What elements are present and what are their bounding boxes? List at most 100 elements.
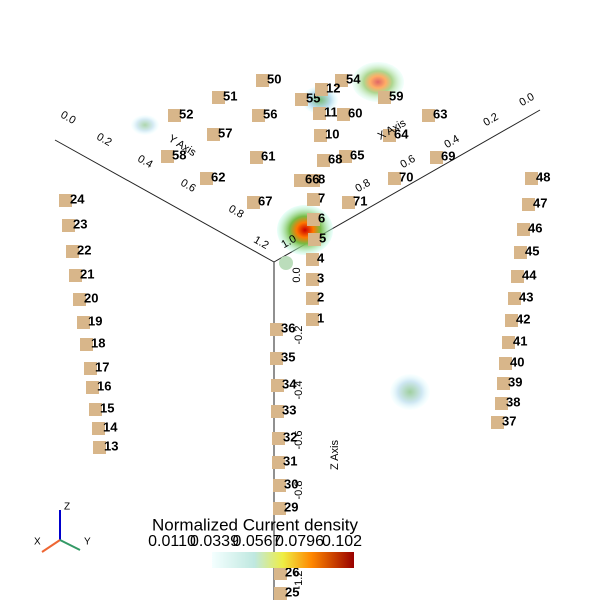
electrode-label: 60	[348, 105, 362, 120]
electrode-label: 39	[508, 374, 522, 389]
electrode	[274, 567, 287, 580]
electrode	[497, 377, 510, 390]
electrode	[69, 269, 82, 282]
tick-label: 0.8	[353, 177, 372, 195]
electrode	[271, 405, 284, 418]
colorbar	[212, 552, 354, 568]
electrode-label: 50	[267, 71, 281, 86]
electrode-label: 35	[281, 349, 295, 364]
electrode	[294, 174, 307, 187]
electrode	[84, 362, 97, 375]
density-blob	[390, 374, 430, 410]
electrode	[271, 379, 284, 392]
electrode	[168, 109, 181, 122]
electrode-label: 3	[317, 270, 324, 285]
tick-label: -0.6	[293, 431, 305, 450]
electrode	[499, 357, 512, 370]
colorbar-tick: 0.0796	[275, 533, 324, 550]
electrode	[200, 172, 213, 185]
electrode-label: 24	[70, 191, 85, 206]
electrode	[256, 74, 269, 87]
electrode	[274, 587, 287, 600]
electrode	[525, 172, 538, 185]
electrode-label: 62	[211, 169, 225, 184]
electrode-label: 63	[433, 106, 447, 121]
density-blob	[279, 256, 293, 270]
electrode	[388, 172, 401, 185]
electrode-label: 52	[179, 106, 193, 121]
tick-label: 0.2	[481, 111, 500, 129]
electrode-label: 59	[389, 88, 403, 103]
electrode-label: 54	[346, 71, 361, 86]
orient-label: X	[34, 537, 41, 548]
electrode	[317, 154, 330, 167]
axis-title: Z Axis	[329, 440, 341, 470]
electrode-label: 48	[536, 169, 550, 184]
electrode	[89, 403, 102, 416]
electrode	[491, 416, 504, 429]
tick-label: 1.2	[251, 234, 270, 252]
electrode-label: 61	[261, 148, 275, 163]
electrode-label: 65	[350, 147, 364, 162]
electrode-label: 1	[317, 310, 324, 325]
electrode-label: 33	[282, 402, 296, 417]
colorbar-tick: 0.0567	[233, 533, 282, 550]
electrode-label: 29	[284, 499, 298, 514]
electrode	[306, 273, 319, 286]
electrode	[306, 253, 319, 266]
density-blob	[302, 86, 338, 114]
electrode-label: 42	[516, 311, 530, 326]
electrode-label: 38	[506, 394, 520, 409]
electrode-label: 69	[441, 148, 455, 163]
orient-label: Z	[64, 502, 70, 513]
electrode	[86, 381, 99, 394]
electrode	[161, 150, 174, 163]
electrode	[92, 422, 105, 435]
colorbar-tick: 0.102	[322, 533, 362, 550]
tick-label: 0.0	[517, 91, 536, 109]
electrode-label: 57	[218, 125, 232, 140]
electrode-label: 64	[394, 126, 409, 141]
electrode	[430, 151, 443, 164]
electrode	[339, 150, 352, 163]
electrode	[252, 109, 265, 122]
electrode	[59, 194, 72, 207]
electrode	[62, 219, 75, 232]
electrode	[270, 352, 283, 365]
electrode-label: 26	[285, 564, 299, 579]
electrode	[270, 323, 283, 336]
electrode	[383, 129, 396, 142]
electrode-label: 40	[510, 354, 524, 369]
electrode	[66, 245, 79, 258]
electrode	[73, 293, 86, 306]
tick-label: -1.2	[293, 571, 305, 590]
electrode-label: 7	[318, 190, 325, 205]
electrode	[272, 432, 285, 445]
electrode-label: 30	[284, 476, 298, 491]
colorbar-tick: 0.0110	[148, 533, 196, 550]
electrode	[307, 193, 320, 206]
electrode	[495, 397, 508, 410]
electrode-label: 21	[80, 266, 94, 281]
orientation-widget: Z X Y	[34, 502, 91, 553]
electrode	[502, 336, 515, 349]
electrode-label: 16	[97, 378, 111, 393]
electrode	[306, 292, 319, 305]
electrode	[314, 129, 327, 142]
colorbar-tick: 0.0339	[190, 533, 239, 550]
electrode-label: 14	[103, 419, 118, 434]
electrode	[308, 233, 321, 246]
electrode	[508, 292, 521, 305]
electrode-label: 43	[519, 289, 533, 304]
electrode-label: 67	[258, 193, 272, 208]
electrode-label: 44	[522, 267, 537, 282]
electrode-label: 41	[513, 333, 527, 348]
electrode	[295, 93, 308, 106]
tick-label: 0.0	[291, 267, 303, 282]
electrode-label: 25	[285, 584, 299, 599]
electrode	[307, 213, 320, 226]
tick-label: 0.4	[135, 153, 154, 171]
density-blob	[131, 115, 159, 135]
electrode	[93, 441, 106, 454]
